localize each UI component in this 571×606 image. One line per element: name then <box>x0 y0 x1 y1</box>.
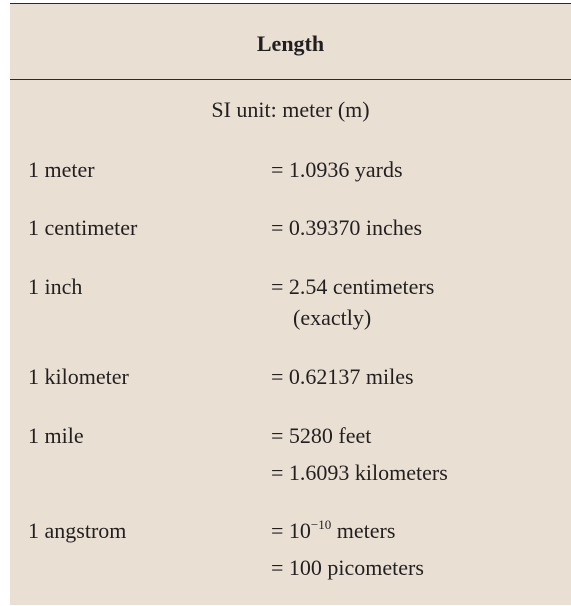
angstrom-exponent: −10 <box>310 517 332 532</box>
row-value-mile-feet: = 5280 feet <box>271 423 372 448</box>
row-value-inch: = 2.54 centimeters <box>271 274 435 299</box>
row-label-kilometer: 1 kilometer <box>28 364 129 389</box>
si-unit-subtitle: SI unit: meter (m) <box>211 97 370 122</box>
row-value-mile-kilometers: = 1.6093 kilometers <box>271 460 448 485</box>
row-value-centimeter: = 0.39370 inches <box>271 215 423 240</box>
angstrom-suffix: meters <box>331 518 396 543</box>
row-value-meter: = 1.0936 yards <box>271 157 403 182</box>
row-label-meter: 1 meter <box>28 157 95 182</box>
table-header: Length <box>10 4 571 80</box>
row-value-inch-note: (exactly) <box>293 305 372 330</box>
row-value-kilometer: = 0.62137 miles <box>271 364 414 389</box>
row-label-angstrom: 1 angstrom <box>28 518 127 543</box>
row-label-mile: 1 mile <box>28 423 84 448</box>
row-value-angstrom-picometers: = 100 picometers <box>271 555 424 580</box>
table-title: Length <box>256 31 325 56</box>
angstrom-prefix: = 10 <box>271 518 311 543</box>
row-label-inch: 1 inch <box>28 274 83 299</box>
row-label-centimeter: 1 centimeter <box>28 215 138 240</box>
length-conversion-table: Length SI unit: meter (m) 1 meter = 1.09… <box>10 3 571 605</box>
row-value-angstrom-meters: = 10−10 meters <box>271 517 395 545</box>
